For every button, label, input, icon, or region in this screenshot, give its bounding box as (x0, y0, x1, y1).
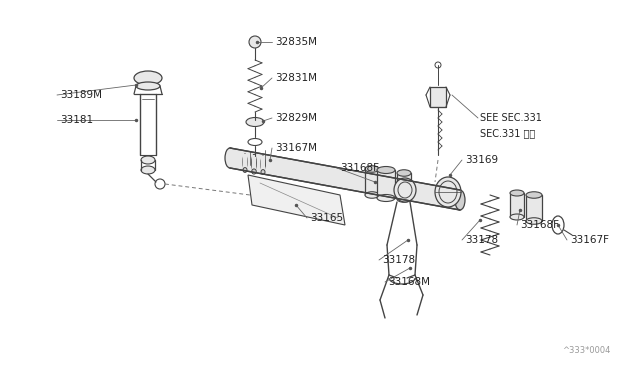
Ellipse shape (455, 190, 465, 210)
Ellipse shape (243, 168, 247, 172)
Ellipse shape (377, 167, 395, 173)
Ellipse shape (510, 214, 524, 220)
Text: 32829M: 32829M (275, 113, 317, 123)
Text: 33168F: 33168F (340, 163, 379, 173)
Bar (243, 154, 247, 170)
Bar (377, 170, 395, 198)
Bar (430, 87, 446, 107)
Ellipse shape (365, 166, 379, 172)
Ellipse shape (134, 71, 162, 85)
Bar (252, 154, 256, 171)
Text: SEC.331 参照: SEC.331 参照 (480, 128, 535, 138)
Text: 33181: 33181 (60, 115, 93, 125)
Ellipse shape (377, 195, 395, 202)
Text: 33169: 33169 (465, 155, 498, 165)
Text: ^333*0004: ^333*0004 (562, 346, 610, 355)
Text: 33168M: 33168M (388, 277, 430, 287)
Ellipse shape (141, 156, 155, 164)
Text: 32835M: 32835M (275, 37, 317, 47)
Text: 33178: 33178 (382, 255, 415, 265)
Bar (261, 156, 265, 172)
Ellipse shape (261, 170, 265, 174)
Ellipse shape (526, 218, 542, 224)
Ellipse shape (141, 166, 155, 174)
Ellipse shape (397, 196, 411, 202)
Ellipse shape (261, 156, 265, 172)
Ellipse shape (435, 177, 461, 207)
Text: 33165: 33165 (310, 213, 343, 223)
Text: 33167F: 33167F (570, 235, 609, 245)
Text: 33189M: 33189M (60, 90, 102, 100)
Ellipse shape (510, 190, 524, 196)
Ellipse shape (397, 170, 411, 176)
Circle shape (249, 36, 261, 48)
Ellipse shape (394, 178, 416, 202)
Bar (365, 169, 379, 195)
Ellipse shape (526, 192, 542, 198)
Text: 33168F: 33168F (520, 220, 559, 230)
Text: 33167M: 33167M (275, 143, 317, 153)
Polygon shape (248, 175, 345, 225)
Ellipse shape (136, 82, 160, 90)
Ellipse shape (243, 154, 247, 170)
Text: SEE SEC.331: SEE SEC.331 (480, 113, 542, 123)
Text: 33178: 33178 (465, 235, 498, 245)
Ellipse shape (365, 192, 379, 198)
Bar (526, 195, 542, 221)
Polygon shape (230, 148, 460, 210)
Ellipse shape (252, 154, 256, 171)
Ellipse shape (246, 118, 264, 126)
Bar (397, 173, 411, 199)
Ellipse shape (225, 148, 235, 168)
Text: 32831M: 32831M (275, 73, 317, 83)
Ellipse shape (252, 169, 256, 174)
Bar (510, 193, 524, 217)
